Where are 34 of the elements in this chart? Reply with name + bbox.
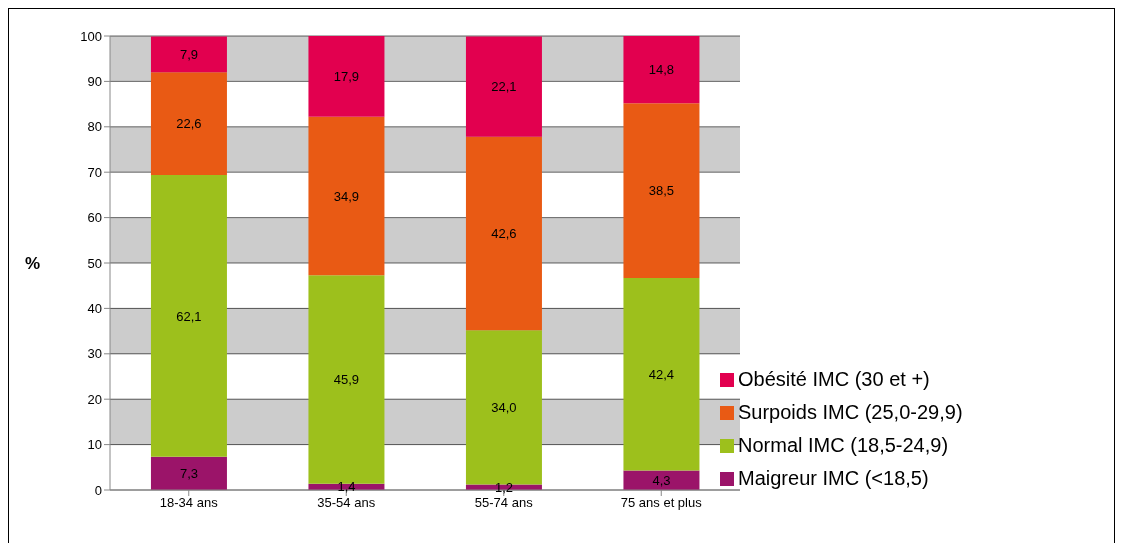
data-label: 22,6	[176, 116, 202, 132]
y-tick-label: 90	[87, 74, 102, 90]
data-label: 14,8	[648, 62, 675, 78]
y-tick-label: 70	[87, 164, 102, 180]
y-tick-label: 0	[94, 482, 102, 498]
data-label: 34,9	[333, 188, 360, 204]
y-tick-label: 10	[87, 437, 102, 453]
data-label: 7,9	[179, 47, 198, 62]
data-label: 4,3	[652, 472, 671, 488]
x-tick-label: 55-74 ans	[474, 495, 534, 511]
y-tick-label: 30	[87, 346, 102, 362]
data-label: 45,9	[333, 372, 360, 388]
data-label: 42,4	[648, 366, 675, 382]
legend-label: Surpoids IMC (25,0-29,9)	[738, 401, 963, 424]
y-tick-label: 20	[87, 391, 102, 407]
data-label: 42,6	[491, 226, 517, 242]
x-tick-label: 75 ans et plus	[620, 495, 703, 511]
data-label: 62,1	[176, 308, 202, 324]
legend-label: Obésité IMC (30 et +)	[738, 368, 930, 391]
data-label: 38,5	[648, 183, 675, 199]
data-label: 17,9	[333, 69, 360, 85]
data-label: 7,3	[179, 466, 198, 482]
legend-label: Maigreur IMC (<18,5)	[738, 467, 929, 490]
y-tick-label: 60	[87, 210, 102, 226]
data-label: 22,1	[491, 79, 517, 95]
y-tick-label: 100	[80, 28, 102, 44]
y-axis-title: %	[24, 254, 40, 274]
y-tick-label: 40	[87, 301, 102, 317]
data-label: 34,0	[491, 399, 517, 415]
y-tick-label: 80	[87, 119, 102, 135]
x-tick-label: 35-54 ans	[317, 495, 376, 511]
y-tick-label: 50	[87, 255, 102, 271]
x-tick-label: 18-34 ans	[159, 495, 219, 511]
legend-label: Normal IMC (18,5-24,9)	[738, 434, 949, 457]
